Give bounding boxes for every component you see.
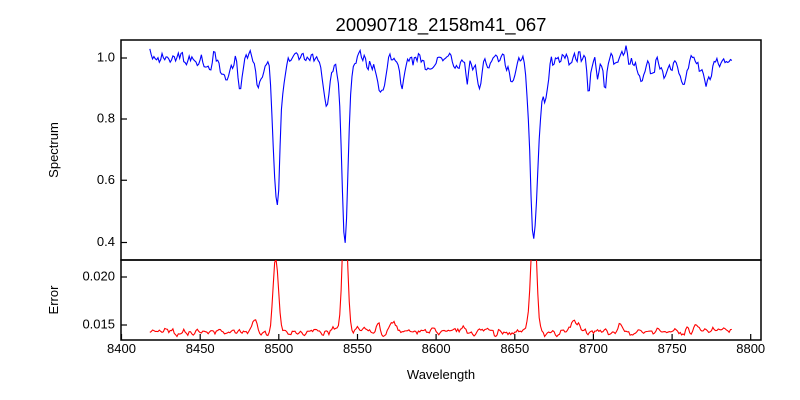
svg-text:Wavelength: Wavelength — [407, 367, 475, 382]
svg-text:0.8: 0.8 — [97, 111, 115, 126]
svg-text:Error: Error — [46, 285, 61, 315]
svg-text:8650: 8650 — [500, 341, 529, 356]
svg-text:8600: 8600 — [422, 341, 451, 356]
svg-text:Spectrum: Spectrum — [46, 122, 61, 178]
svg-text:0.6: 0.6 — [97, 172, 115, 187]
svg-text:0.4: 0.4 — [97, 234, 115, 249]
svg-text:8700: 8700 — [579, 341, 608, 356]
svg-text:20090718_2158m41_067: 20090718_2158m41_067 — [336, 14, 547, 36]
svg-text:8800: 8800 — [736, 341, 765, 356]
svg-text:8500: 8500 — [264, 341, 293, 356]
svg-text:8550: 8550 — [343, 341, 372, 356]
svg-text:8750: 8750 — [658, 341, 687, 356]
svg-text:0.015: 0.015 — [82, 317, 115, 332]
svg-text:1.0: 1.0 — [97, 50, 115, 65]
svg-text:8450: 8450 — [186, 341, 215, 356]
svg-text:8400: 8400 — [107, 341, 136, 356]
svg-text:0.020: 0.020 — [82, 269, 115, 284]
